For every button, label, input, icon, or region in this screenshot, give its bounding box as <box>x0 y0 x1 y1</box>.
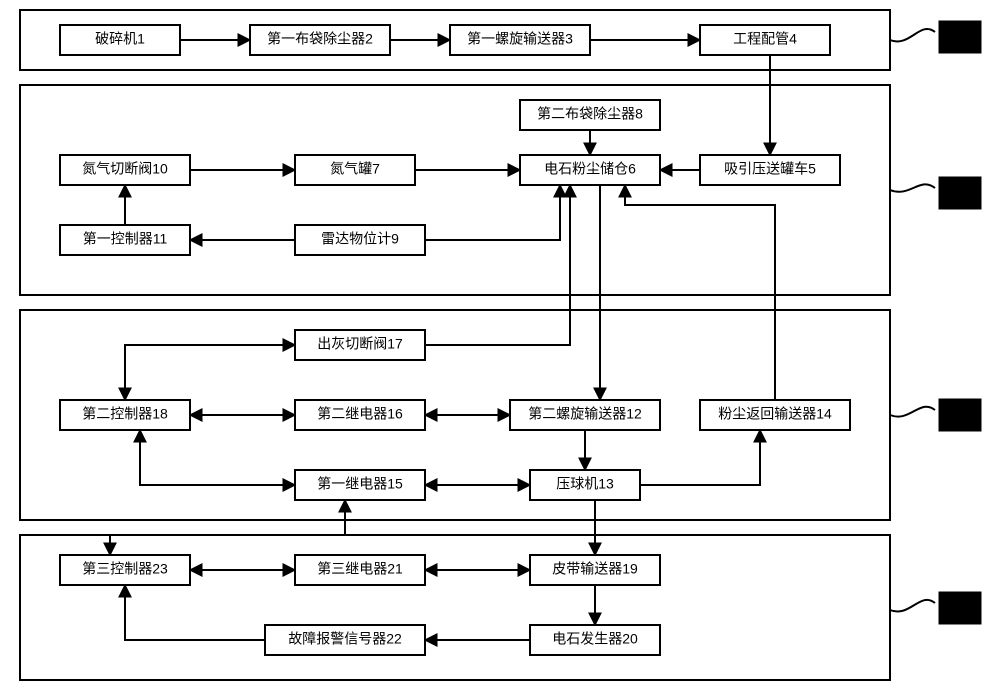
node-label-n22: 故障报警信号器22 <box>288 631 402 647</box>
node-label-n11: 第一控制器11 <box>83 231 168 247</box>
edge-n14-n6 <box>625 185 775 400</box>
node-label-n19: 皮带输送器19 <box>552 561 638 577</box>
edge-n13-n14 <box>640 430 760 485</box>
stage-label-S4: S4 <box>951 599 968 615</box>
stage-box-S2 <box>20 85 890 295</box>
node-label-n21: 第三继电器21 <box>317 561 403 577</box>
stage-connector-S2 <box>890 184 935 191</box>
node-label-n14: 粉尘返回输送器14 <box>718 406 832 422</box>
node-label-n23: 第三控制器23 <box>82 561 168 577</box>
node-label-n6: 电石粉尘储仓6 <box>544 161 636 177</box>
stage-connector-S1 <box>890 29 935 41</box>
node-label-n9: 雷达物位计9 <box>321 231 399 247</box>
edge-n17-n6 <box>425 185 570 345</box>
edge-n22-n23 <box>125 585 265 640</box>
node-label-n16: 第二继电器16 <box>317 406 403 422</box>
stage-label-S1: S1 <box>951 28 968 44</box>
node-label-n1: 破碎机1 <box>95 31 145 47</box>
node-label-n3: 第一螺旋输送器3 <box>467 31 573 47</box>
stage-connector-S4 <box>890 600 935 612</box>
stage-connector-S3 <box>890 407 935 417</box>
stage-label-S3: S3 <box>951 406 968 422</box>
node-label-n13: 压球机13 <box>556 476 614 492</box>
edge-n18-n17 <box>125 345 295 400</box>
node-label-n4: 工程配管4 <box>733 31 797 47</box>
node-label-n7: 氮气罐7 <box>330 161 380 177</box>
node-label-n2: 第一布袋除尘器2 <box>267 31 373 47</box>
node-label-n20: 电石发生器20 <box>552 631 638 647</box>
edge-n15-n23 <box>110 500 345 555</box>
node-label-n18: 第二控制器18 <box>82 406 168 422</box>
node-label-n5: 吸引压送罐车5 <box>724 161 816 177</box>
stage-label-S2: S2 <box>951 184 968 200</box>
node-label-n10: 氮气切断阀10 <box>82 161 168 177</box>
node-label-n15: 第一继电器15 <box>317 476 403 492</box>
node-label-n12: 第二螺旋输送器12 <box>528 406 642 422</box>
node-label-n17: 出灰切断阀17 <box>317 336 403 352</box>
edge-n18-n15 <box>140 430 295 485</box>
edge-n9-n6 <box>425 185 560 240</box>
node-label-n8: 第二布袋除尘器8 <box>537 106 643 122</box>
flowchart-canvas: S1 S2 S3 S4 破碎机1 第一布袋除尘器2 第一螺旋输送器3 工程配管4 第二布袋除尘器… <box>0 0 1000 692</box>
